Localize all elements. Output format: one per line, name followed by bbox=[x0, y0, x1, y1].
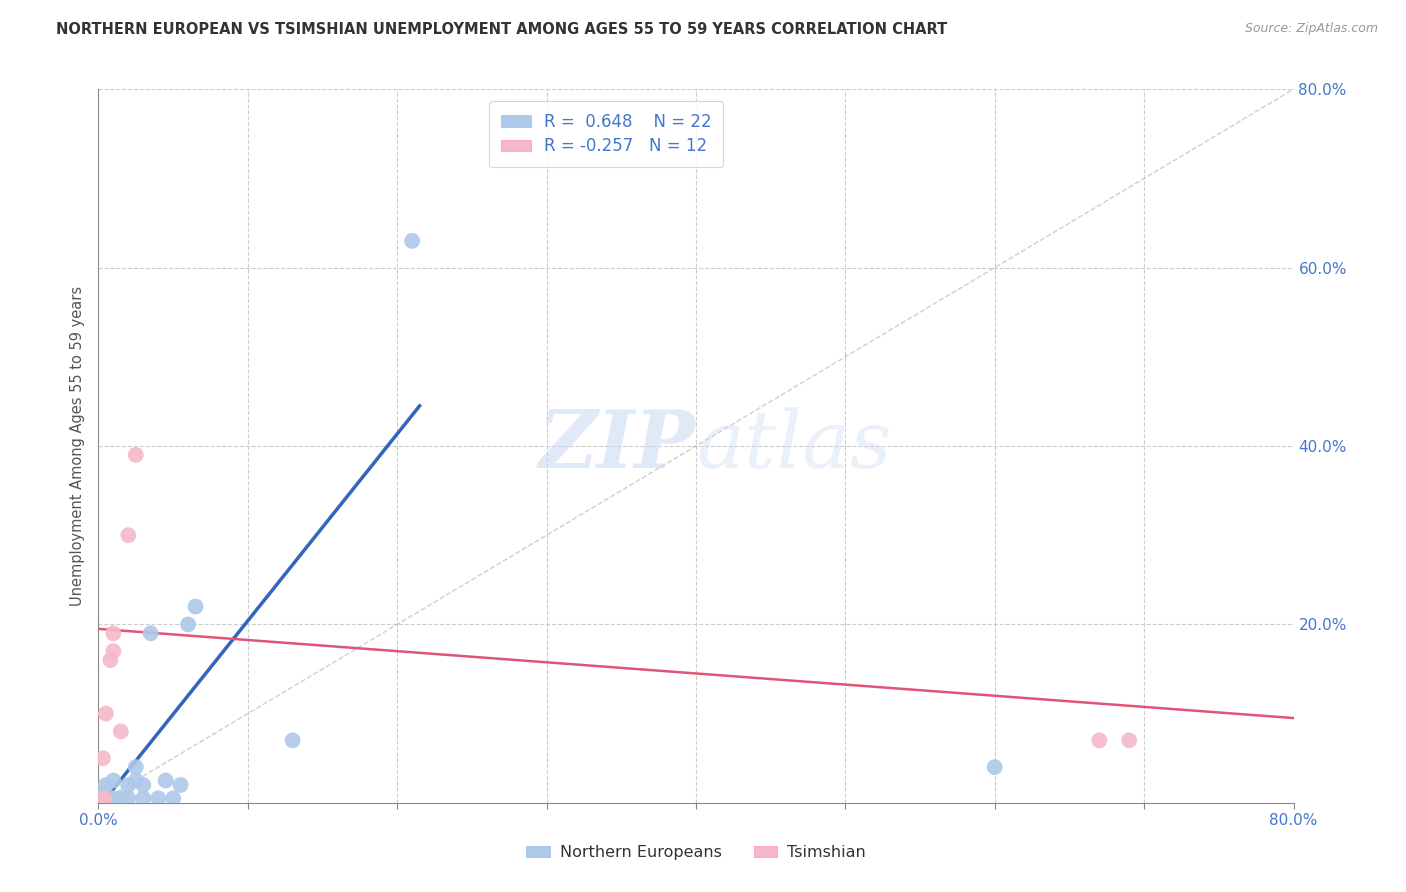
Point bbox=[103, 773, 125, 788]
Text: atlas: atlas bbox=[696, 408, 891, 484]
Point bbox=[1118, 733, 1140, 747]
Point bbox=[110, 724, 132, 739]
Text: Source: ZipAtlas.com: Source: ZipAtlas.com bbox=[1244, 22, 1378, 36]
Point bbox=[103, 791, 125, 805]
Point bbox=[110, 791, 132, 805]
Point bbox=[148, 791, 170, 805]
Text: NORTHERN EUROPEAN VS TSIMSHIAN UNEMPLOYMENT AMONG AGES 55 TO 59 YEARS CORRELATIO: NORTHERN EUROPEAN VS TSIMSHIAN UNEMPLOYM… bbox=[56, 22, 948, 37]
Y-axis label: Unemployment Among Ages 55 to 59 years: Unemployment Among Ages 55 to 59 years bbox=[69, 286, 84, 606]
Point bbox=[93, 791, 115, 805]
Point bbox=[117, 528, 139, 542]
Point bbox=[125, 760, 148, 774]
Point bbox=[281, 733, 304, 747]
Point bbox=[401, 234, 423, 248]
Point bbox=[90, 791, 112, 805]
Point bbox=[90, 791, 112, 805]
Point bbox=[103, 644, 125, 658]
Legend: Northern Europeans, Tsimshian: Northern Europeans, Tsimshian bbox=[520, 838, 872, 866]
Point bbox=[162, 791, 184, 805]
Point bbox=[117, 791, 139, 805]
Point bbox=[169, 778, 191, 792]
Point bbox=[125, 773, 148, 788]
Point bbox=[983, 760, 1005, 774]
Point bbox=[132, 791, 155, 805]
Point bbox=[125, 448, 148, 462]
Point bbox=[117, 778, 139, 792]
Point bbox=[1088, 733, 1111, 747]
Point bbox=[155, 773, 177, 788]
Point bbox=[103, 626, 125, 640]
Point bbox=[94, 778, 117, 792]
Point bbox=[132, 778, 155, 792]
Point bbox=[91, 751, 114, 765]
Point bbox=[98, 791, 122, 805]
Point bbox=[98, 653, 122, 667]
Point bbox=[139, 626, 162, 640]
Point bbox=[91, 787, 114, 801]
Text: ZIP: ZIP bbox=[538, 408, 696, 484]
Point bbox=[177, 617, 200, 632]
Point bbox=[184, 599, 207, 614]
Point bbox=[94, 706, 117, 721]
